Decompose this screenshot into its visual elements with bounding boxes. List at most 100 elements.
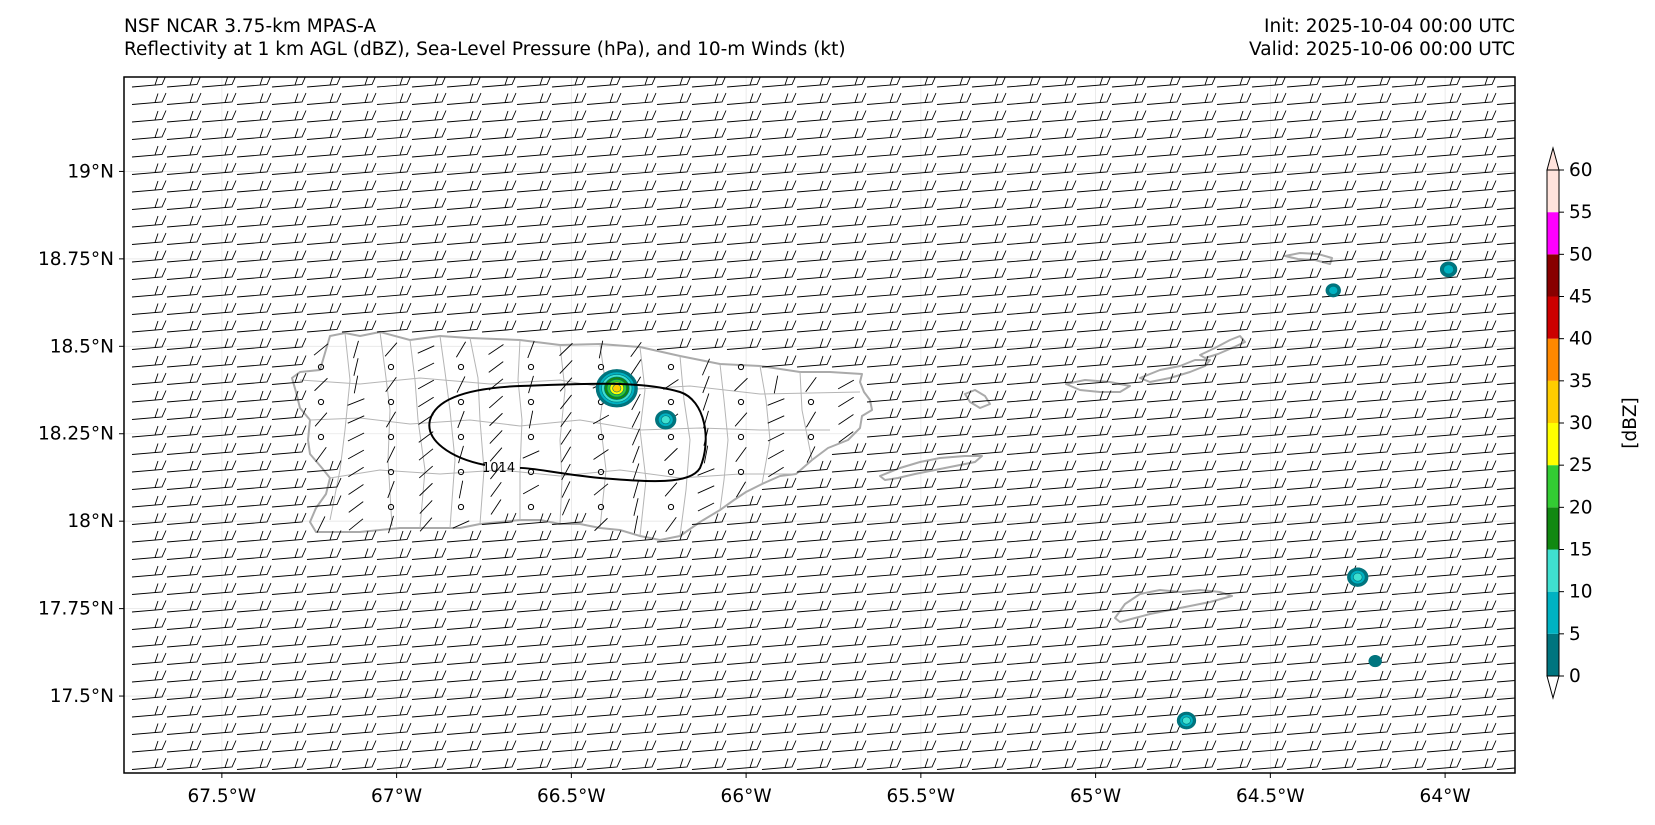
- wind-barb: [831, 460, 867, 473]
- wind-barb: [831, 180, 867, 193]
- wind-barb: [1496, 680, 1515, 683]
- wind-barb: [1006, 705, 1042, 718]
- wind-barb: [1041, 250, 1077, 263]
- wind-barb: [1146, 390, 1182, 403]
- calm-wind-marker: [807, 433, 815, 441]
- calm-wind-marker: [667, 398, 675, 406]
- wind-barb: [1461, 460, 1497, 473]
- wind-barb: [271, 547, 307, 560]
- wind-barb: [1426, 127, 1462, 140]
- calm-wind-marker: [457, 363, 465, 371]
- lat-tick-label: 18.25°N: [38, 424, 114, 445]
- wind-barb: [1496, 365, 1515, 368]
- wind-barb: [236, 232, 272, 245]
- wind-barb: [656, 547, 692, 560]
- wind-barb: [166, 530, 202, 543]
- wind-barb: [630, 359, 642, 375]
- wind-barb: [271, 512, 307, 525]
- wind-barb: [341, 687, 377, 700]
- wind-barb: [1286, 740, 1322, 753]
- wind-barb: [446, 215, 482, 228]
- wind-barb: [1006, 477, 1042, 490]
- wind-barb: [621, 635, 657, 648]
- wind-barb: [481, 285, 517, 298]
- wind-barb: [936, 547, 972, 560]
- wind-barb: [1321, 162, 1357, 175]
- wind-barb: [481, 110, 517, 123]
- wind-barb: [664, 482, 678, 497]
- wind-barb: [1426, 302, 1462, 315]
- wind-barb: [1216, 215, 1252, 228]
- wind-barb: [1356, 722, 1392, 735]
- wind-barb: [1181, 617, 1217, 630]
- wind-barb: [726, 337, 762, 350]
- calm-wind-marker: [387, 398, 395, 406]
- colorbar-extend-max: [1546, 146, 1560, 171]
- wind-barb: [726, 547, 762, 560]
- wind-barb: [901, 390, 937, 403]
- wind-barb: [551, 110, 587, 123]
- wind-barb: [341, 547, 377, 560]
- colorbar-tick-label: 50: [1569, 244, 1593, 265]
- wind-barb: [1286, 162, 1322, 175]
- wind-barb: [761, 180, 797, 193]
- wind-barb: [761, 670, 797, 683]
- wind-barb: [901, 722, 937, 735]
- wind-barb: [901, 407, 937, 420]
- wind-barb: [805, 376, 817, 393]
- wind-barb: [481, 670, 517, 683]
- wind-barb: [697, 485, 715, 494]
- wind-barb: [1006, 92, 1042, 105]
- wind-barb: [796, 617, 832, 630]
- wind-barb: [1076, 372, 1112, 385]
- wind-barb: [621, 232, 657, 245]
- calm-wind-marker: [597, 468, 605, 476]
- wind-barb: [131, 337, 167, 350]
- wind-barb: [411, 635, 447, 648]
- wind-barb: [1391, 215, 1427, 228]
- wind-barb: [971, 285, 1007, 298]
- wind-barb: [131, 92, 167, 105]
- wind-barb: [271, 617, 307, 630]
- wind-barb: [1251, 390, 1287, 403]
- wind-barb: [586, 250, 622, 263]
- wind-barb: [1391, 92, 1427, 105]
- wind-barb: [1321, 547, 1357, 560]
- wind-barb: [376, 320, 412, 333]
- wind-barb: [385, 376, 397, 393]
- calm-wind-marker: [737, 398, 745, 406]
- wind-barb: [971, 582, 1007, 595]
- wind-barb: [593, 449, 609, 460]
- wind-barb: [831, 285, 867, 298]
- wind-barb: [341, 127, 377, 140]
- wind-barb: [1321, 442, 1357, 455]
- wind-barb: [1181, 582, 1217, 595]
- wind-barb: [522, 484, 540, 495]
- calm-wind-marker: [387, 363, 395, 371]
- wind-barb: [1216, 390, 1252, 403]
- wind-barb: [1041, 355, 1077, 368]
- wind-barb: [656, 582, 692, 595]
- colorbar-tick-label: 5: [1569, 624, 1581, 645]
- wind-barb: [1006, 215, 1042, 228]
- wind-barb: [1321, 407, 1357, 420]
- calm-wind-marker: [457, 433, 465, 441]
- wind-barb: [621, 197, 657, 210]
- wind-barb: [1146, 705, 1182, 718]
- wind-barb: [516, 582, 552, 595]
- wind-barb: [1356, 407, 1392, 420]
- wind-barb: [446, 635, 482, 648]
- wind-barb: [481, 705, 517, 718]
- wind-barb: [586, 145, 622, 158]
- wind-barb: [1251, 110, 1287, 123]
- wind-barb: [1251, 687, 1287, 700]
- wind-barb: [598, 340, 604, 359]
- wind-barb: [236, 215, 272, 228]
- wind-barb: [1426, 670, 1462, 683]
- wind-barb: [1076, 162, 1112, 175]
- wind-barb: [271, 267, 307, 280]
- wind-barb: [1041, 180, 1077, 193]
- wind-barb: [1076, 460, 1112, 473]
- wind-barb: [866, 670, 902, 683]
- wind-barb: [1146, 512, 1182, 525]
